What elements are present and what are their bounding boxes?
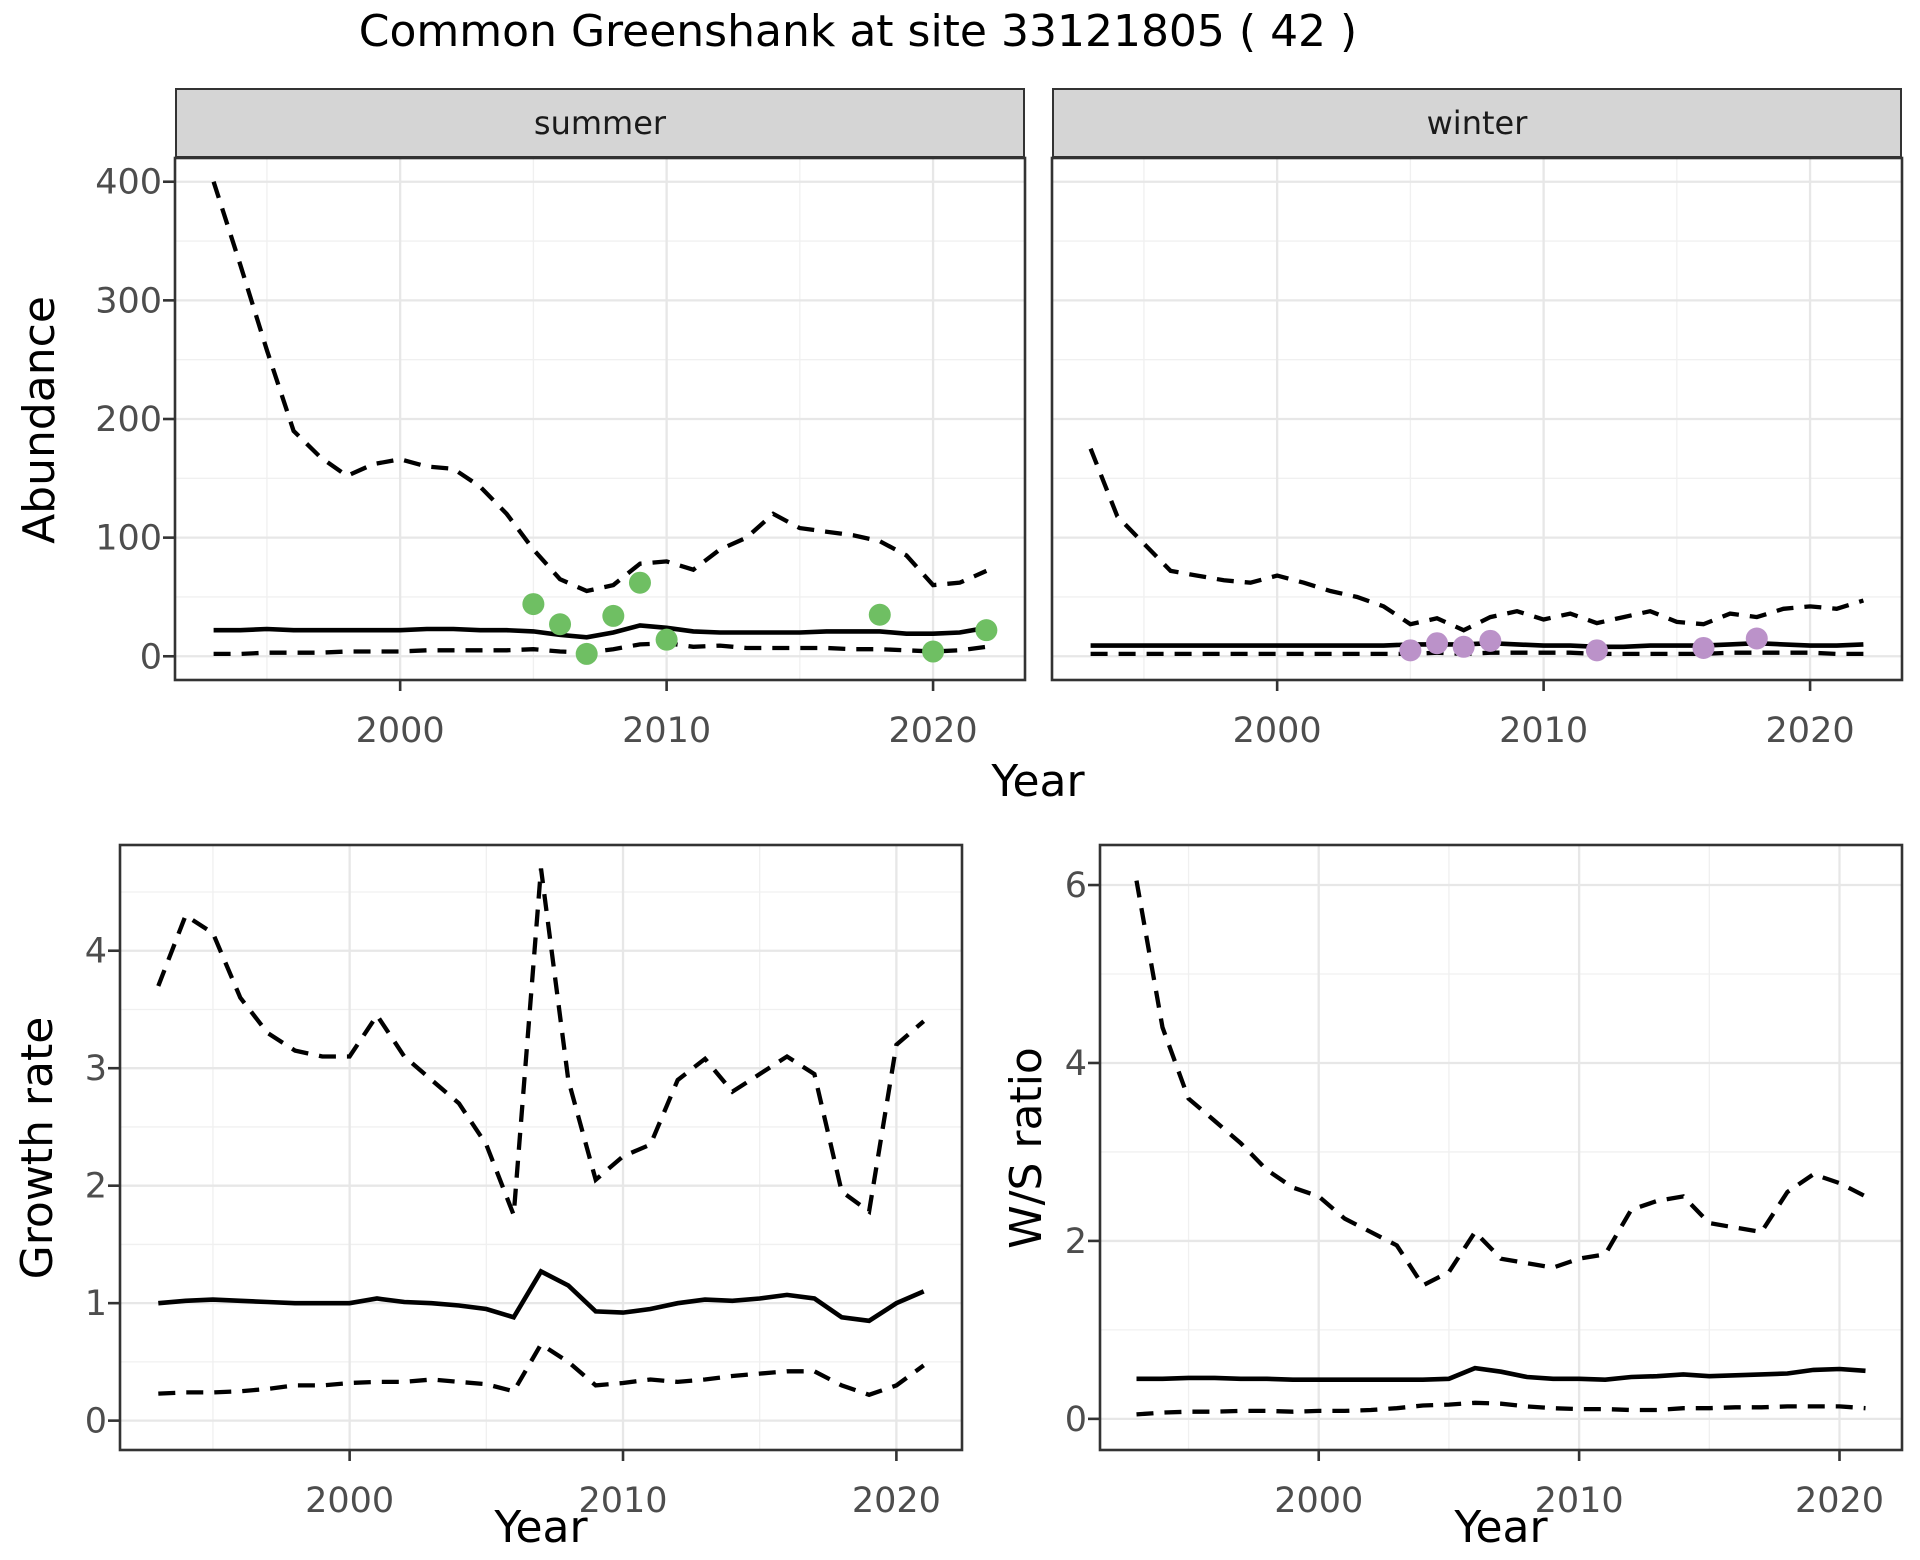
observation-point	[1399, 639, 1422, 662]
observation-point	[922, 640, 945, 663]
y-tick-label: 4	[1065, 1044, 1087, 1084]
x-tick-label: 2010	[578, 1481, 667, 1521]
x-tick-label: 2000	[356, 711, 445, 751]
x-tick-label: 2020	[1766, 711, 1855, 751]
y-tick-label: 100	[95, 519, 162, 559]
median-line	[158, 1268, 925, 1324]
panel-background	[1100, 845, 1902, 1450]
observation-point	[1745, 627, 1768, 650]
observation-point	[868, 603, 891, 626]
facet-strip-winter: winter	[1052, 88, 1902, 158]
lower95-ci-line	[1136, 1400, 1866, 1417]
observation-point	[602, 604, 625, 627]
median-line	[1090, 640, 1864, 650]
x-axis-title-year-ws: Year	[1454, 1502, 1548, 1553]
facet-strip-summer-label: summer	[533, 104, 667, 142]
x-axis-title-year-growth: Year	[494, 1502, 588, 1553]
x-tick-label: 2010	[622, 711, 711, 751]
page-title: Common Greenshank at site 33121805 ( 42 …	[358, 6, 1358, 57]
facet-strip-winter-label: winter	[1426, 104, 1528, 142]
y-tick-label: 1	[85, 1284, 107, 1324]
x-tick-label: 2010	[1499, 711, 1588, 751]
observation-point	[1426, 632, 1449, 655]
y-tick-label: 0	[1065, 1400, 1087, 1440]
upper95-ci-line	[1134, 880, 1867, 1289]
facet-strip-summer: summer	[175, 88, 1025, 158]
y-axis-title-abundance: Abundance	[14, 296, 65, 544]
panel-border	[1098, 843, 1904, 1452]
panel-border	[118, 843, 964, 1452]
panel-border	[1050, 156, 1904, 682]
observation-point	[1479, 629, 1502, 652]
observation-point	[1585, 639, 1608, 662]
y-tick-label: 300	[95, 281, 162, 321]
y-tick-label: 0	[85, 1402, 107, 1442]
y-axis-title-ws-ratio: W/S ratio	[1001, 1047, 1052, 1249]
observation-point	[522, 593, 545, 616]
upper95-ci-line	[1088, 447, 1865, 633]
x-tick-label: 2000	[1274, 1481, 1363, 1521]
x-tick-label: 2000	[305, 1481, 394, 1521]
y-tick-label: 0	[140, 637, 162, 677]
lower95-ci-line	[1090, 650, 1864, 657]
observation-point	[1692, 636, 1715, 659]
median-line	[213, 623, 987, 640]
observation-point	[575, 642, 598, 665]
lower95-ci-line	[158, 1341, 925, 1398]
observation-point	[1452, 635, 1475, 658]
observation-point	[655, 628, 678, 651]
observation-point	[628, 571, 651, 594]
x-tick-label: 2000	[1233, 711, 1322, 751]
upper95-ci-line	[156, 868, 926, 1216]
observation-point	[975, 619, 998, 642]
y-tick-label: 4	[85, 932, 107, 972]
median-line	[1136, 1365, 1866, 1383]
y-tick-label: 3	[85, 1049, 107, 1089]
y-tick-label: 6	[1065, 866, 1087, 906]
x-tick-label: 2020	[889, 711, 978, 751]
panel-background	[120, 845, 962, 1450]
lower95-ci-line	[213, 641, 987, 657]
upper95-ci-line	[211, 181, 988, 594]
y-axis-title-growth-rate: Growth rate	[12, 1016, 63, 1280]
observation-point	[549, 613, 572, 636]
y-tick-label: 400	[95, 163, 162, 203]
y-tick-label: 2	[85, 1167, 107, 1207]
y-tick-label: 200	[95, 400, 162, 440]
x-tick-label: 2020	[852, 1481, 941, 1521]
x-tick-label: 2020	[1795, 1481, 1884, 1521]
y-tick-label: 2	[1065, 1222, 1087, 1262]
x-axis-title-year-top: Year	[991, 756, 1085, 807]
x-tick-label: 2010	[1535, 1481, 1624, 1521]
